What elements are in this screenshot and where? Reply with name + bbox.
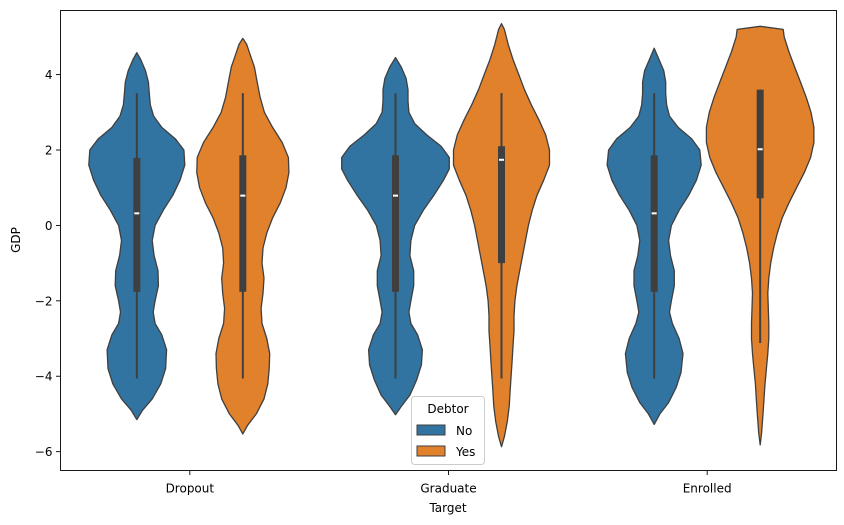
x-tick-label: Enrolled	[683, 482, 732, 496]
iqr-box-no-dropout	[133, 157, 141, 292]
y-axis: 4 2 0 −2 −4 −6	[35, 68, 61, 459]
y-tick-label: 0	[45, 219, 53, 233]
iqr-box-no-enrolled	[650, 155, 658, 292]
x-tick-label: Dropout	[166, 482, 215, 496]
legend: Debtor No Yes	[411, 396, 485, 465]
iqr-box-yes-enrolled	[756, 89, 764, 199]
iqr-box-yes-dropout	[239, 155, 247, 292]
legend-swatch-yes	[416, 445, 446, 457]
legend-title: Debtor	[427, 402, 468, 416]
legend-swatch-no	[416, 424, 446, 436]
y-tick-label: 4	[45, 68, 53, 82]
y-tick-label: −2	[35, 294, 53, 308]
y-tick-label: 2	[45, 144, 53, 158]
legend-label-no: No	[456, 424, 472, 438]
y-tick-label: −6	[35, 445, 53, 459]
iqr-box-no-graduate	[392, 155, 399, 292]
violins-layer	[88, 23, 815, 448]
x-tick-label: Graduate	[420, 482, 476, 496]
x-axis: Dropout Graduate Enrolled	[166, 470, 732, 496]
legend-label-yes: Yes	[455, 445, 475, 459]
x-axis-label: Target	[428, 501, 466, 515]
y-tick-label: −4	[35, 370, 53, 384]
y-axis-label: GDP	[9, 227, 23, 253]
iqr-box-yes-graduate	[498, 146, 505, 264]
